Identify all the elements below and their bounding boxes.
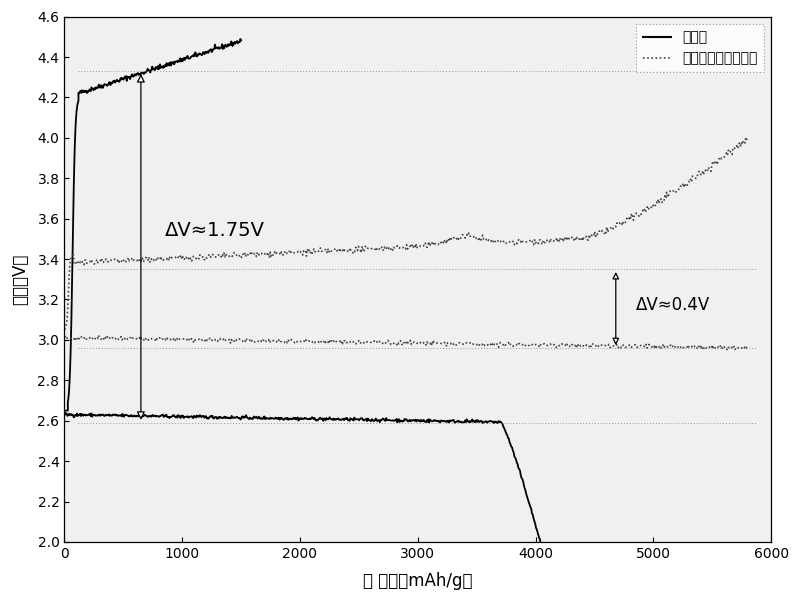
Y-axis label: 电压（V）: 电压（V）	[11, 254, 29, 305]
Legend: 氧化钔, 氮化钔修饰的氧化钔: 氧化钔, 氮化钔修饰的氧化钔	[636, 23, 764, 72]
X-axis label: 比 容量（mAh/g）: 比 容量（mAh/g）	[363, 572, 473, 590]
Text: ΔV≈1.75V: ΔV≈1.75V	[165, 221, 265, 240]
Text: ΔV≈0.4V: ΔV≈0.4V	[636, 296, 710, 314]
